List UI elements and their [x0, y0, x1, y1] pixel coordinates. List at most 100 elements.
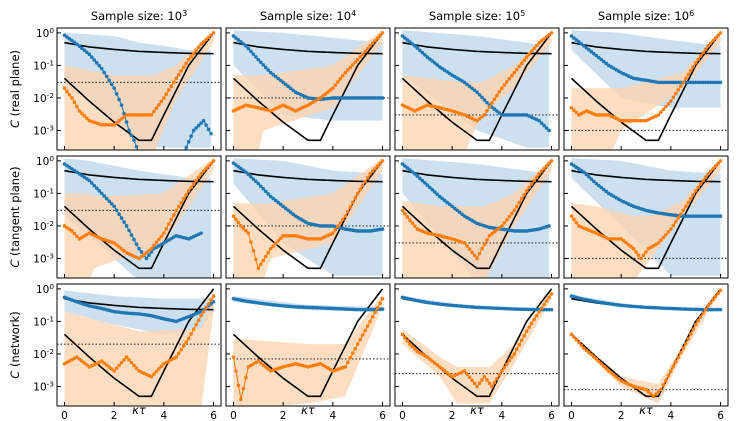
orange-series-marker [572, 217, 576, 222]
orange-series-marker [492, 380, 497, 385]
orange-series-marker [365, 324, 370, 328]
orange-series-marker [353, 196, 358, 200]
blue-series-marker [688, 80, 693, 85]
blue-series-marker [601, 187, 606, 192]
orange-series-marker [596, 359, 601, 364]
blue-series-marker [278, 78, 283, 83]
blue-series-marker [542, 123, 546, 128]
blue-series-marker [462, 80, 467, 85]
blue-series-marker [249, 49, 253, 54]
blue-series-marker [204, 123, 208, 127]
x-tick-label: 4 [499, 410, 506, 421]
orange-series-marker [527, 325, 531, 330]
orange-series-marker [119, 360, 124, 365]
y-tick-label: 10-3 [33, 123, 54, 138]
orange-series-marker [666, 230, 671, 234]
orange-series-marker [132, 113, 136, 117]
blue-series-marker [509, 113, 514, 117]
orange-series-marker [338, 77, 343, 81]
blue-series-marker [683, 214, 688, 218]
orange-series-marker [109, 122, 114, 127]
blue-series-marker [706, 307, 710, 312]
orange-series-marker [698, 182, 703, 186]
orange-series-marker [427, 357, 432, 361]
orange-series-marker [316, 237, 320, 241]
blue-series-marker [688, 214, 693, 218]
orange-series-marker [370, 41, 375, 46]
blue-series-marker [129, 133, 134, 138]
blue-series-marker [201, 118, 206, 123]
blue-series-marker [418, 176, 422, 181]
orange-series-marker [584, 348, 589, 353]
orange-series-marker [348, 65, 353, 70]
orange-series-marker [708, 300, 713, 305]
orange-series-marker [134, 366, 139, 370]
orange-series-marker [365, 175, 370, 180]
orange-series-marker [669, 369, 673, 373]
orange-series-marker [380, 296, 385, 301]
blue-series-marker [184, 145, 189, 150]
blue-series-marker [355, 307, 360, 312]
blue-series-marker [370, 96, 375, 100]
blue-series-marker [117, 97, 121, 102]
orange-series-marker [514, 67, 519, 72]
orange-series-marker [537, 40, 541, 45]
blue-series-marker [497, 111, 502, 115]
blue-series-marker [693, 214, 698, 218]
orange-series-marker [157, 102, 161, 107]
theory-curve-lower [570, 288, 722, 398]
blue-series-marker [539, 121, 544, 125]
orange-series-marker [331, 86, 335, 90]
blue-series-marker [584, 45, 589, 50]
theory-curve-upper [64, 297, 214, 311]
orange-series-marker [368, 172, 372, 176]
orange-series-marker [400, 332, 405, 337]
orange-series-marker [659, 238, 663, 242]
blue-series-marker [345, 96, 350, 100]
orange-series-marker [127, 358, 131, 362]
orange-series-marker [142, 113, 146, 117]
blue-series-marker [191, 128, 196, 133]
panel-frame [394, 27, 560, 151]
blue-series-marker [97, 189, 102, 193]
blue-series [231, 34, 385, 102]
orange-series-marker [514, 347, 519, 352]
orange-series-marker [534, 175, 539, 180]
blue-series-marker [256, 181, 261, 186]
blue-series-marker [234, 36, 238, 40]
blue-series-marker [318, 224, 323, 228]
orange-series-marker [189, 54, 193, 59]
orange-series-marker [191, 327, 196, 332]
orange-series-marker [509, 211, 514, 216]
orange-series-marker [273, 241, 278, 246]
orange-series-marker [340, 73, 345, 78]
orange-series-marker [75, 104, 79, 109]
blue-series-marker [582, 44, 586, 48]
orange-series-marker [442, 369, 447, 373]
blue-series-marker [445, 200, 449, 205]
x-tick-label: 6 [210, 410, 217, 421]
blue-series-marker [182, 151, 186, 155]
orange-series-marker [239, 224, 243, 228]
blue-series-marker [365, 307, 370, 312]
orange-series-marker [664, 378, 668, 383]
orange-series-marker [196, 318, 201, 323]
orange-series-marker [492, 230, 497, 234]
orange-series-marker [624, 241, 628, 245]
orange-series-marker [574, 110, 579, 115]
orange-series-marker [549, 292, 554, 296]
blue-series-marker [517, 113, 522, 117]
orange-series-marker [408, 342, 412, 346]
orange-series-marker [109, 367, 114, 371]
orange-series-marker [681, 80, 686, 85]
blue-series [400, 34, 551, 133]
blue-series-marker [104, 74, 109, 79]
orange-series-marker [336, 224, 340, 229]
orange-series-marker [577, 340, 581, 345]
orange-series-marker [139, 254, 144, 259]
blue-series-marker [211, 300, 216, 304]
panel-frame [563, 27, 729, 151]
orange-series-marker [209, 298, 213, 302]
blue-series-marker [373, 96, 377, 100]
orange-series-marker [194, 322, 198, 327]
